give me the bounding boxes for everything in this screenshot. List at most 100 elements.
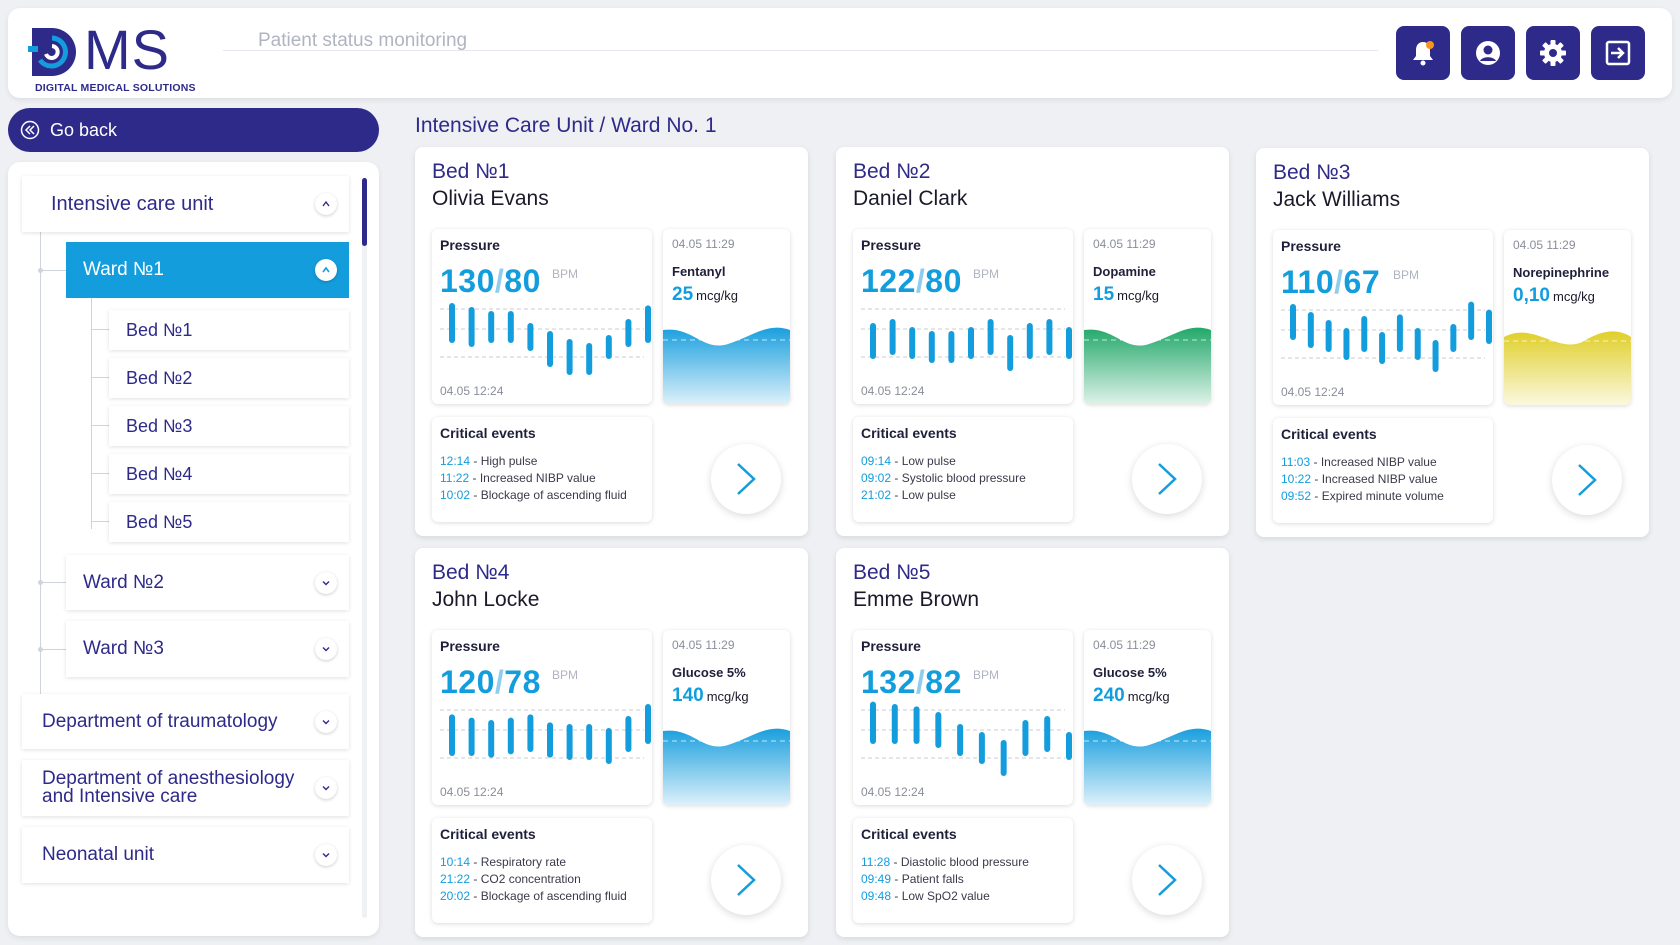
sidebar-item-bed-5[interactable]: Bed №5: [109, 502, 349, 542]
bed-card[interactable]: Bed №1 Olivia Evans Pressure 130/80 BPM …: [415, 147, 808, 536]
sidebar-item-neonatal[interactable]: Neonatal unit: [22, 827, 349, 883]
critical-events-panel: Critical events 11:28 - Diastolic blood …: [853, 818, 1073, 923]
tree-line: [91, 473, 117, 474]
exit-icon: [1605, 40, 1631, 66]
settings-button[interactable]: [1526, 26, 1580, 80]
bed-number: Bed №2: [853, 160, 931, 183]
diastolic-value: 67: [1343, 264, 1381, 300]
sidebar-item-label: Department of anesthesiology and Intensi…: [42, 768, 295, 807]
sidebar-item-ward-2[interactable]: Ward №2: [66, 555, 349, 610]
event-time: 09:48: [861, 889, 892, 903]
open-patient-button[interactable]: [711, 845, 781, 915]
pressure-bar: [1361, 316, 1368, 352]
sidebar-item-ward-3[interactable]: Ward №3: [66, 621, 349, 677]
pressure-bar: [566, 724, 573, 760]
event-time: 10:14: [440, 855, 471, 869]
gear-icon: [1540, 40, 1566, 66]
pressure-unit: BPM: [973, 267, 1000, 281]
drug-panel: 04.05 11:29 Norepinephrine 0,10 mcg/kg: [1504, 230, 1631, 405]
sidebar-item-bed-3[interactable]: Bed №3: [109, 406, 349, 446]
bed-card[interactable]: Bed №3 Jack Williams Pressure 110/67 BPM…: [1256, 148, 1649, 537]
bed-card[interactable]: Bed №4 John Locke Pressure 120/78 BPM 04…: [415, 548, 808, 937]
go-back-button[interactable]: Go back: [8, 108, 379, 152]
profile-button[interactable]: [1461, 26, 1515, 80]
pressure-bar: [928, 331, 935, 363]
pressure-separator: /: [1334, 264, 1344, 300]
pressure-panel: Pressure 130/80 BPM 04.05 12:24: [432, 229, 652, 404]
pressure-panel: Pressure 132/82 BPM 04.05 12:24: [853, 630, 1073, 805]
pressure-bar: [1000, 740, 1007, 776]
pressure-panel: Pressure 120/78 BPM 04.05 12:24: [432, 630, 652, 805]
logout-button[interactable]: [1591, 26, 1645, 80]
sidebar-item-bed-1[interactable]: Bed №1: [109, 310, 349, 350]
critical-event-item: 12:14 - High pulse: [440, 454, 538, 468]
pressure-bar: [948, 331, 955, 363]
systolic-value: 122: [861, 263, 916, 299]
event-time: 09:02: [861, 471, 892, 485]
drug-panel: 04.05 11:29 Fentanyl 25 mcg/kg: [663, 229, 790, 404]
pressure-bar: [468, 717, 475, 756]
event-time: 09:49: [861, 872, 892, 886]
pressure-bar: [645, 305, 651, 343]
tree-line: [40, 232, 41, 722]
chevron-right-icon: [1158, 463, 1177, 495]
pressure-bar: [547, 722, 553, 758]
critical-events-title: Critical events: [440, 425, 536, 441]
drug-dose-unit: mcg/kg: [1127, 689, 1170, 704]
critical-events-panel: Critical events 09:14 - Low pulse 09:02 …: [853, 417, 1073, 522]
systolic-value: 130: [440, 263, 495, 299]
tree-line: [91, 377, 117, 378]
chart-timestamp: 04.05 12:24: [1281, 385, 1345, 399]
drug-dose: 0,10 mcg/kg: [1513, 285, 1595, 307]
pressure-value: 110/67: [1281, 264, 1380, 301]
open-patient-button[interactable]: [1132, 444, 1202, 514]
event-text: Patient falls: [901, 872, 964, 886]
notifications-button[interactable]: [1396, 26, 1450, 80]
pressure-title: Pressure: [861, 237, 921, 253]
pressure-bar: [507, 717, 514, 755]
pressure-chart: [440, 303, 651, 375]
infusion-wave-area: [1084, 728, 1211, 805]
drug-dose-value: 0,10: [1513, 285, 1550, 306]
tree-node: [38, 580, 43, 585]
sidebar-item-label: Intensive care unit: [51, 192, 214, 215]
pressure-bar: [1325, 320, 1332, 352]
pressure-bar: [527, 323, 534, 351]
drug-dose: 140 mcg/kg: [672, 685, 749, 707]
sidebar-item-intensive-care-unit[interactable]: Intensive care unit: [22, 176, 349, 232]
sidebar-item-traumatology[interactable]: Department of traumatology: [22, 694, 349, 749]
bed-card[interactable]: Bed №2 Daniel Clark Pressure 122/80 BPM …: [836, 147, 1229, 536]
bed-number: Bed №5: [853, 561, 931, 584]
chevron-right-icon: [1158, 864, 1177, 896]
open-patient-button[interactable]: [711, 444, 781, 514]
open-patient-button[interactable]: [1552, 445, 1622, 515]
bed-card[interactable]: Bed №5 Emme Brown Pressure 132/82 BPM 04…: [836, 548, 1229, 937]
pressure-bar: [1026, 323, 1033, 359]
pressure-bar: [1486, 309, 1492, 344]
sidebar-item-bed-2[interactable]: Bed №2: [109, 358, 349, 398]
open-patient-button[interactable]: [1132, 845, 1202, 915]
event-text: Blockage of ascending fluid: [480, 889, 627, 903]
sidebar-item-label: Bed №3: [126, 415, 193, 436]
critical-event-item: 09:14 - Low pulse: [861, 454, 956, 468]
drug-timestamp: 04.05 11:29: [1513, 238, 1576, 252]
pressure-bar: [566, 339, 573, 375]
sidebar-scrollbar-track[interactable]: [362, 178, 367, 918]
event-time: 11:22: [440, 471, 470, 485]
pressure-bar: [1379, 332, 1386, 364]
pressure-bar: [605, 335, 612, 359]
sidebar-item-bed-4[interactable]: Bed №4: [109, 454, 349, 494]
tree-line: [91, 298, 92, 529]
critical-event-item: 10:22 - Increased NIBP value: [1281, 472, 1438, 486]
event-text: Increased NIBP value: [1320, 455, 1437, 469]
sidebar-scrollbar-thumb[interactable]: [362, 178, 367, 246]
critical-events-panel: Critical events 12:14 - High pulse 11:22…: [432, 417, 652, 522]
sidebar-item-ward-1[interactable]: Ward №1: [66, 242, 349, 298]
infusion-wave-area: [1504, 331, 1631, 405]
sidebar-item-anesthesiology[interactable]: Department of anesthesiology and Intensi…: [22, 760, 349, 816]
pressure-value: 120/78: [440, 664, 541, 701]
drug-name: Dopamine: [1093, 264, 1156, 279]
event-time: 10:02: [440, 488, 471, 502]
event-time: 20:02: [440, 889, 471, 903]
diastolic-value: 78: [504, 664, 541, 700]
